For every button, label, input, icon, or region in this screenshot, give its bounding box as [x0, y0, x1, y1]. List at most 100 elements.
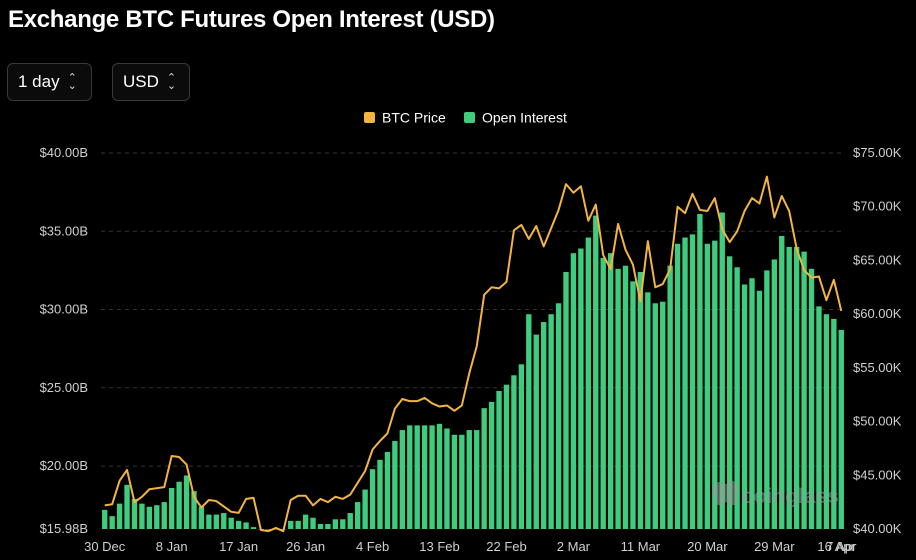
open-interest-bar[interactable] [273, 529, 279, 530]
open-interest-bar[interactable] [116, 503, 123, 529]
open-interest-bar[interactable] [235, 520, 242, 529]
open-interest-bar[interactable] [377, 459, 383, 529]
open-interest-bar[interactable] [191, 491, 197, 529]
open-interest-bar[interactable] [600, 257, 606, 529]
open-interest-bar[interactable] [831, 318, 837, 529]
open-interest-bar[interactable] [704, 243, 711, 530]
legend-open-interest-swatch[interactable] [464, 112, 475, 123]
open-interest-bar[interactable] [474, 430, 480, 529]
open-interest-bar[interactable] [176, 481, 182, 529]
open-interest-bar[interactable] [169, 487, 175, 529]
open-interest-bar[interactable] [317, 523, 324, 529]
open-interest-bar[interactable] [340, 519, 346, 529]
open-interest-bar[interactable] [198, 506, 205, 529]
open-interest-bar[interactable] [607, 253, 614, 529]
open-interest-bar[interactable] [459, 434, 465, 529]
open-interest-bar[interactable] [786, 246, 792, 530]
open-interest-bar[interactable] [429, 425, 435, 529]
open-interest-bar[interactable] [392, 441, 398, 529]
open-interest-bar[interactable] [407, 425, 413, 529]
open-interest-bar[interactable] [511, 375, 517, 529]
open-interest-bar[interactable] [347, 513, 353, 529]
open-interest-bar[interactable] [823, 314, 830, 529]
open-interest-bar[interactable] [451, 434, 458, 529]
open-interest-bar[interactable] [496, 390, 502, 529]
open-interest-bar[interactable] [369, 469, 376, 529]
open-interest-bar[interactable] [630, 281, 636, 529]
open-interest-bar[interactable] [295, 520, 301, 529]
open-interest-bar[interactable] [771, 259, 777, 529]
open-interest-bar[interactable] [652, 303, 658, 529]
open-interest-bar[interactable] [697, 214, 703, 530]
open-interest-bar[interactable] [570, 253, 577, 529]
open-interest-bar[interactable] [563, 271, 569, 529]
open-interest-bar[interactable] [146, 506, 153, 529]
open-interest-bar[interactable] [645, 292, 651, 529]
open-interest-bar[interactable] [756, 290, 763, 529]
open-interest-bar[interactable] [682, 237, 688, 529]
open-interest-bar[interactable] [265, 529, 272, 530]
btc-price-line-path[interactable] [104, 175, 843, 533]
open-interest-bar[interactable] [243, 522, 249, 529]
open-interest-bar[interactable] [221, 513, 227, 529]
open-interest-bar[interactable] [808, 268, 815, 529]
open-interest-bar[interactable] [250, 527, 257, 529]
open-interest-bar[interactable] [362, 489, 368, 529]
open-interest-bar[interactable] [355, 502, 361, 529]
open-interest-bar[interactable] [384, 451, 391, 529]
open-interest-bar[interactable] [712, 240, 718, 529]
open-interest-bar[interactable] [325, 523, 331, 529]
open-interest-bar[interactable] [593, 215, 599, 530]
open-interest-bar[interactable] [503, 384, 510, 529]
open-interest-bar[interactable] [660, 301, 666, 529]
open-interest-bar[interactable] [526, 314, 532, 529]
open-interest-bar[interactable] [741, 284, 748, 529]
interval-select[interactable]: 1 day ⌃ ⌄ [7, 63, 92, 101]
open-interest-bar[interactable] [585, 237, 591, 529]
open-interest-bar[interactable] [131, 498, 138, 529]
open-interest-bar[interactable] [615, 268, 621, 529]
open-interest-bar[interactable] [414, 425, 420, 529]
open-interest-bar[interactable] [421, 425, 428, 529]
open-interest-bar[interactable] [734, 267, 740, 529]
open-interest-bar[interactable] [206, 514, 212, 529]
open-interest-bar[interactable] [727, 256, 733, 529]
open-interest-bar[interactable] [481, 408, 487, 529]
legend-open-interest-label[interactable]: Open Interest [482, 110, 567, 126]
open-interest-bar[interactable] [332, 519, 339, 529]
open-interest-bar[interactable] [689, 234, 696, 529]
open-interest-bar[interactable] [793, 246, 800, 530]
open-interest-bar[interactable] [816, 306, 822, 529]
open-interest-bar[interactable] [228, 517, 234, 529]
open-interest-bar[interactable] [302, 514, 309, 529]
open-interest-bar[interactable] [213, 514, 219, 529]
legend-btc-price-label[interactable]: BTC Price [382, 110, 446, 126]
open-interest-bar[interactable] [488, 401, 495, 529]
open-interest-bar[interactable] [102, 509, 108, 529]
open-interest-bar[interactable] [533, 334, 539, 529]
open-interest-bar[interactable] [622, 265, 629, 529]
currency-select[interactable]: USD ⌃ ⌄ [112, 63, 190, 101]
open-interest-bar[interactable] [444, 428, 450, 530]
open-interest-bar[interactable] [548, 314, 554, 529]
open-interest-bar[interactable] [183, 475, 190, 529]
open-interest-bar[interactable] [466, 430, 472, 529]
open-interest-bar[interactable] [541, 322, 547, 529]
open-interest-bar[interactable] [139, 503, 145, 529]
open-interest-bar[interactable] [288, 520, 294, 529]
open-interest-bar[interactable] [555, 303, 562, 529]
open-interest-bar[interactable] [779, 235, 785, 529]
open-interest-bar[interactable] [161, 502, 167, 529]
open-interest-bar[interactable] [399, 430, 405, 529]
open-interest-bar[interactable] [637, 271, 644, 529]
open-interest-bar[interactable] [749, 278, 755, 529]
open-interest-bar[interactable] [719, 212, 725, 530]
open-interest-bar[interactable] [578, 248, 584, 530]
open-interest-bar[interactable] [667, 265, 673, 529]
open-interest-bar[interactable] [801, 251, 807, 529]
legend-btc-price-swatch[interactable] [364, 112, 375, 123]
open-interest-bar[interactable] [838, 329, 844, 529]
open-interest-bar[interactable] [109, 516, 115, 529]
open-interest-bar[interactable] [764, 270, 770, 529]
open-interest-bar[interactable] [518, 364, 525, 529]
